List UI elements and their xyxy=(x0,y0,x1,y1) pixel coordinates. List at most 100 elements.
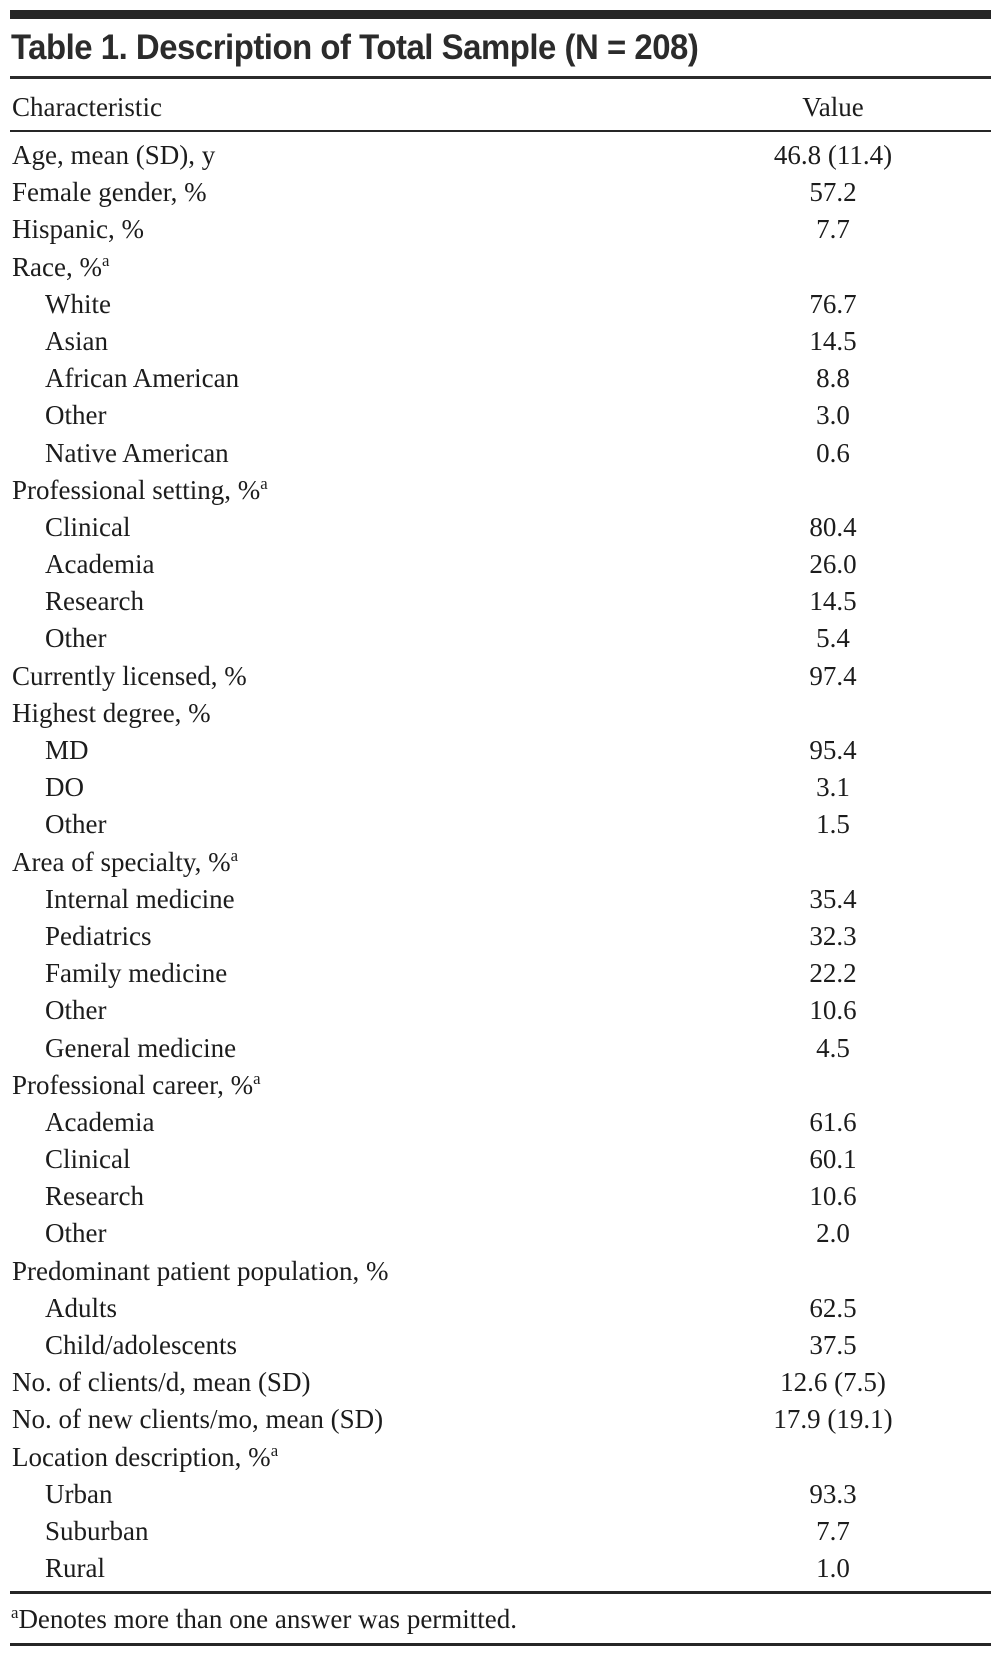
row-label: African American xyxy=(45,363,240,394)
table-header-row: Characteristic Value xyxy=(10,79,991,130)
row-label: Pediatrics xyxy=(45,920,152,951)
row-label: Highest degree, % xyxy=(12,697,211,728)
row-value: 10.6 xyxy=(809,995,857,1026)
row-label: General medicine xyxy=(45,1032,237,1063)
row-label: Asian xyxy=(45,325,108,356)
row-label: White xyxy=(45,288,111,319)
table-row: Other 1.5 xyxy=(10,806,991,843)
row-value: 60.1 xyxy=(809,1144,857,1175)
row-label: Adults xyxy=(45,1292,118,1323)
table-row: Clinical 60.1 xyxy=(10,1141,991,1178)
table-row: Suburban 7.7 xyxy=(10,1513,991,1550)
row-value: 14.5 xyxy=(809,586,857,617)
row-label: Suburban xyxy=(45,1515,149,1546)
row-value: 46.8 (11.4) xyxy=(773,140,893,170)
row-value: 8.8 xyxy=(816,363,850,394)
footnote-marker: a xyxy=(270,1440,279,1460)
row-value: 7.7 xyxy=(816,1515,850,1546)
row-value xyxy=(675,249,991,286)
row-label: Other xyxy=(45,400,107,431)
table-top-bar xyxy=(10,10,991,19)
table-row: Hispanic, % 7.7 xyxy=(10,211,991,248)
table-row: Pediatrics 32.3 xyxy=(10,918,991,955)
table-row: General medicine 4.5 xyxy=(10,1030,991,1067)
header-characteristic: Characteristic xyxy=(12,92,162,122)
footnote-marker: a xyxy=(253,1068,261,1088)
row-label: Age, mean (SD), y xyxy=(12,140,216,170)
row-label: Other xyxy=(45,995,107,1026)
table-row: Academia 61.6 xyxy=(10,1104,991,1141)
row-value: 2.0 xyxy=(816,1218,850,1249)
row-label: MD xyxy=(45,735,89,765)
table-footnote: aDenotes more than one answer was permit… xyxy=(10,1594,991,1643)
row-label: Native American xyxy=(45,437,229,468)
row-label: Family medicine xyxy=(45,958,228,989)
row-label: Academia xyxy=(45,1106,155,1137)
row-value: 62.5 xyxy=(809,1292,857,1323)
row-label: Female gender, % xyxy=(12,177,207,208)
footnote-marker: a xyxy=(101,250,110,270)
table-row: Other 5.4 xyxy=(10,620,991,657)
row-value: 37.5 xyxy=(809,1330,857,1360)
footnote-marker: a xyxy=(11,1603,19,1623)
row-label: Currently licensed, % xyxy=(12,660,247,691)
row-label: Area of specialty, %a xyxy=(12,845,239,877)
table-row: Other 2.0 xyxy=(10,1215,991,1252)
table-row: Research 14.5 xyxy=(10,583,991,620)
row-value: 97.4 xyxy=(809,660,857,691)
row-value: 7.7 xyxy=(816,214,850,245)
row-value: 1.5 xyxy=(816,809,850,840)
table-row: Clinical 80.4 xyxy=(10,509,991,546)
row-value xyxy=(675,1067,991,1104)
row-value xyxy=(675,1253,991,1290)
row-label: Race, %a xyxy=(12,250,110,282)
table-row: Adults 62.5 xyxy=(10,1290,991,1327)
table-row: Rural 1.0 xyxy=(10,1550,991,1587)
table-row: Race, %a xyxy=(10,249,991,286)
table-row: No. of clients/d, mean (SD) 12.6 (7.5) xyxy=(10,1364,991,1401)
row-label: No. of clients/d, mean (SD) xyxy=(12,1367,311,1398)
table-row: Asian 14.5 xyxy=(10,323,991,360)
bottom-rule xyxy=(10,1643,991,1647)
table-row: Predominant patient population, % xyxy=(10,1253,991,1290)
row-label: Other xyxy=(45,1218,107,1249)
row-value: 14.5 xyxy=(809,325,857,356)
row-label: Location description, %a xyxy=(12,1440,279,1472)
row-value: 80.4 xyxy=(809,511,857,542)
row-value: 26.0 xyxy=(809,549,857,580)
row-value: 61.6 xyxy=(809,1106,857,1137)
row-label: DO xyxy=(45,772,84,803)
table-row: Area of specialty, %a xyxy=(10,844,991,881)
table-body: Age, mean (SD), y 46.8 (11.4) Female gende… xyxy=(10,132,991,1587)
row-value: 0.6 xyxy=(816,437,850,468)
row-value: 12.6 (7.5) xyxy=(780,1367,886,1398)
row-value: 76.7 xyxy=(809,288,857,319)
row-label: Other xyxy=(45,809,107,840)
row-label: Academia xyxy=(45,549,155,580)
row-value xyxy=(675,695,991,732)
table-row: Currently licensed, % 97.4 xyxy=(10,658,991,695)
row-value: 5.4 xyxy=(816,623,850,654)
header-rule xyxy=(10,130,991,132)
row-label: Other xyxy=(45,623,107,654)
row-label: Hispanic, % xyxy=(12,214,144,245)
table-row: MD 95.4 xyxy=(10,732,991,769)
table-row: DO 3.1 xyxy=(10,769,991,806)
row-value: 1.0 xyxy=(816,1553,850,1584)
table-row: Other 10.6 xyxy=(10,992,991,1029)
table-row: White 76.7 xyxy=(10,286,991,323)
table-row: African American 8.8 xyxy=(10,360,991,397)
row-value: 3.0 xyxy=(816,400,850,431)
table-row: Family medicine 22.2 xyxy=(10,955,991,992)
table-row: Child/adolescents 37.5 xyxy=(10,1327,991,1364)
row-label: Research xyxy=(45,1181,144,1212)
row-label: Internal medicine xyxy=(45,883,235,914)
row-label: Rural xyxy=(45,1553,105,1584)
row-label: Urban xyxy=(45,1478,113,1509)
footnote-marker: a xyxy=(230,845,239,865)
title-rule xyxy=(10,76,991,79)
row-label: Research xyxy=(45,586,144,617)
row-label: Predominant patient population, % xyxy=(12,1255,389,1286)
row-label: Professional setting, %a xyxy=(12,473,268,505)
row-value xyxy=(675,1439,991,1476)
